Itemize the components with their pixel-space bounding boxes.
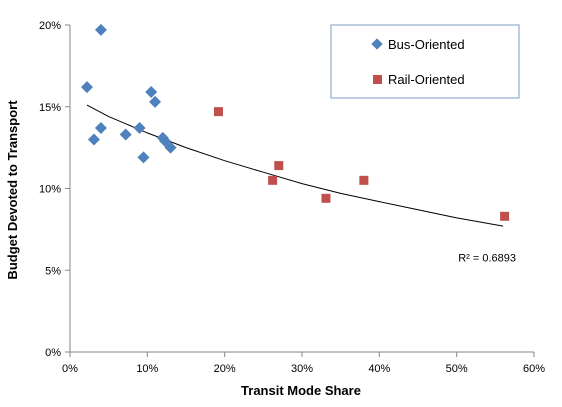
r-squared-annotation: R² = 0.6893 [458,252,516,264]
x-tick-label: 40% [368,363,390,375]
x-tick-label: 10% [136,363,158,375]
rail-oriented-point [213,107,223,117]
bus-oriented-point [94,122,107,135]
x-tick-label: 0% [62,363,78,375]
y-tick-label: 20% [39,20,61,32]
y-tick-label: 10% [39,184,61,196]
bus-oriented-point [164,141,177,154]
rail-oriented-point [500,211,510,221]
y-tick-label: 0% [45,347,61,359]
y-axis-title: Budget Devoted to Transport [5,100,20,280]
rail-oriented-point [274,161,284,171]
x-axis-title: Transit Mode Share [241,383,361,398]
x-tick-label: 30% [291,363,313,375]
bus-oriented-point [94,23,107,36]
legend-label-bus-oriented: Bus-Oriented [388,37,465,52]
bus-oriented-point [81,81,94,94]
bus-oriented-point [145,86,158,99]
bus-oriented-point [137,151,150,164]
legend: Bus-Oriented Rail-Oriented [330,24,520,99]
legend-label-rail-oriented: Rail-Oriented [388,72,465,87]
x-tick-label: 60% [523,363,545,375]
x-tick-label: 20% [214,363,236,375]
bus-oriented-point [149,95,162,108]
legend-marker-rail-oriented [373,75,382,84]
rail-oriented-point [359,175,369,185]
bus-oriented-point [119,128,132,141]
rail-oriented-point [321,193,331,203]
legend-box [330,24,520,99]
bus-oriented-point [133,122,146,135]
legend-marker-bus-oriented [371,38,383,50]
bus-oriented-point [87,133,100,146]
x-tick-label: 50% [446,363,468,375]
plot-area: 0% 5% 10% 15% 20% 0% 10% 20% 30% 40% 50% 60% [39,20,545,375]
y-tick-label: 5% [45,265,61,277]
trendline [86,104,504,227]
rail-oriented-point [268,175,278,185]
y-tick-label: 15% [39,102,61,114]
